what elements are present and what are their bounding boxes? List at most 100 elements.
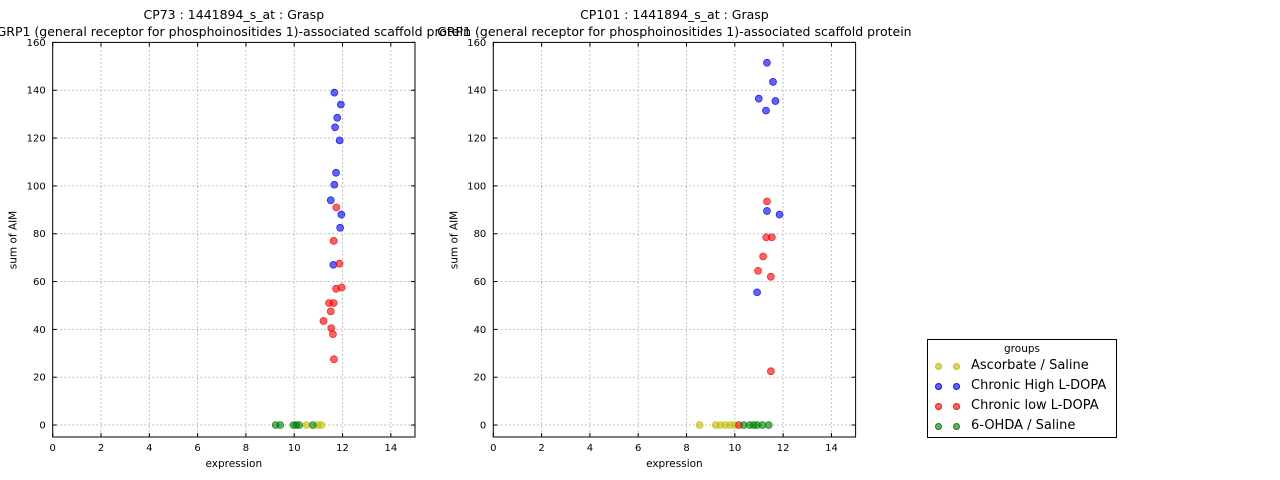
y-tick-label: 20	[33, 373, 46, 384]
y-tick-label: 40	[33, 325, 46, 336]
chart2-title: CP101 : 1441894_s_at : Grasp	[580, 7, 769, 22]
data-point	[754, 266, 762, 275]
data-point	[762, 106, 770, 115]
legend-marker-icon	[953, 382, 960, 390]
legend-title: groups	[1004, 343, 1040, 355]
data-point	[759, 252, 767, 261]
data-point	[695, 421, 704, 429]
data-point	[337, 283, 346, 292]
data-point	[276, 421, 285, 429]
data-point	[331, 123, 339, 132]
legend-marker-icon	[935, 382, 942, 390]
chart1-y-axis-label: sum of AIM	[7, 210, 20, 269]
chart2-y-axis-label: sum of AIM	[448, 210, 460, 269]
legend-item-label: Ascorbate / Saline	[971, 358, 1089, 373]
data-point	[754, 94, 763, 103]
data-point	[302, 421, 311, 429]
y-tick-label: 160	[467, 38, 486, 49]
y-tick-label: 160	[27, 38, 46, 49]
data-point	[329, 355, 338, 364]
legend-item: 6-OHDA / Saline	[928, 416, 1116, 436]
data-point	[332, 168, 340, 177]
data-point	[336, 223, 344, 232]
legend-marker-icon	[935, 402, 942, 410]
data-point	[763, 207, 771, 215]
data-point	[319, 317, 328, 325]
y-tick-label: 60	[33, 277, 46, 288]
x-tick-label: 2	[538, 443, 544, 454]
legend-marker-icon	[953, 422, 960, 430]
y-tick-label: 80	[33, 229, 46, 240]
data-point	[333, 113, 342, 122]
legend-item-label: Chronic low L-DOPA	[971, 398, 1099, 413]
data-point	[326, 307, 335, 316]
legend-marker-icon	[935, 422, 942, 430]
data-point	[763, 197, 771, 206]
x-tick-label: 10	[728, 443, 741, 454]
x-tick-label: 12	[777, 443, 790, 454]
x-tick-label: 6	[194, 443, 200, 454]
x-tick-label: 4	[146, 443, 152, 454]
y-tick-label: 20	[474, 373, 487, 384]
y-tick-label: 60	[474, 277, 487, 288]
legend-item: Chronic High L-DOPA	[928, 376, 1116, 396]
chart1-title: CP73 : 1441894_s_at : Grasp	[143, 7, 325, 22]
data-point	[335, 259, 344, 268]
x-tick-label: 0	[50, 443, 56, 454]
chart2-x-axis-label: expression	[646, 458, 703, 470]
x-tick-label: 2	[98, 443, 104, 454]
data-point	[764, 421, 773, 429]
legend-item: Chronic low L-DOPA	[928, 396, 1116, 416]
legend-marker-icon	[953, 402, 960, 410]
legend-marker-icon	[953, 362, 960, 370]
data-point	[330, 180, 339, 189]
x-tick-label: 0	[490, 443, 496, 454]
y-tick-label: 120	[27, 134, 46, 145]
data-point	[763, 58, 771, 67]
x-tick-label: 8	[683, 443, 689, 454]
legend-marker-icon	[935, 362, 942, 370]
y-tick-label: 0	[480, 421, 486, 432]
data-point	[753, 288, 761, 297]
data-point	[766, 367, 775, 376]
plot-spine	[492, 41, 857, 438]
x-tick-label: 14	[384, 443, 397, 454]
x-tick-label: 8	[243, 443, 249, 454]
y-tick-label: 100	[467, 181, 486, 192]
y-tick-label: 0	[39, 421, 45, 432]
x-tick-label: 6	[635, 443, 641, 454]
data-point	[769, 78, 777, 86]
data-point	[330, 88, 339, 97]
legend: groups Ascorbate / Saline Chronic High L…	[927, 339, 1117, 438]
data-point	[329, 237, 338, 245]
legend-item: Ascorbate / Saline	[928, 356, 1116, 376]
y-tick-label: 80	[474, 229, 487, 240]
x-tick-label: 10	[288, 443, 301, 454]
plot-spine	[52, 41, 416, 438]
data-point	[775, 210, 784, 219]
data-point	[317, 421, 326, 429]
data-point	[326, 196, 335, 205]
data-point	[308, 421, 317, 429]
y-tick-label: 100	[27, 181, 46, 192]
x-tick-label: 14	[825, 443, 838, 454]
data-point	[329, 299, 338, 307]
chart1-subtitle: GRP1 (general receptor for phosphoinosit…	[0, 24, 471, 39]
data-point	[337, 210, 346, 219]
legend-item-label: 6-OHDA / Saline	[971, 418, 1076, 433]
chart2-subtitle: GRP1 (general receptor for phosphoinosit…	[437, 24, 912, 39]
data-point	[332, 203, 341, 212]
data-point	[295, 421, 303, 429]
y-tick-label: 140	[27, 86, 46, 97]
data-point	[767, 233, 776, 242]
data-point	[335, 136, 344, 145]
data-point	[336, 100, 345, 109]
data-point	[771, 97, 780, 105]
x-tick-label: 12	[336, 443, 349, 454]
data-point	[766, 272, 775, 281]
y-tick-label: 40	[474, 325, 487, 336]
